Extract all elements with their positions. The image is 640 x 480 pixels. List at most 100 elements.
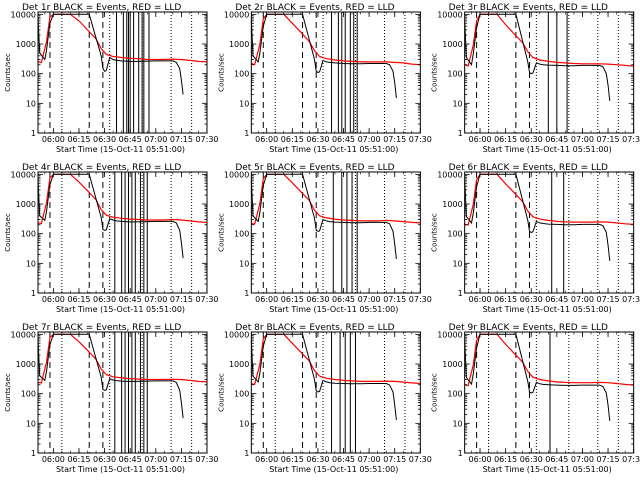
y-tick-label: 1 [458,129,463,138]
x-tick-label: 07:00 [571,135,594,144]
lld-series-line [464,333,634,387]
y-tick-label: 10000 [437,330,462,339]
y-tick-label: 10 [239,259,249,268]
events-series-line [38,333,184,419]
y-axis-label: Counts/sec [431,213,439,252]
panel-title: Det 4r BLACK = Events, RED = LLD [22,163,181,173]
y-tick-label: 1000 [16,200,36,209]
detector-panel: Det 4r BLACK = Events, RED = LLD 1 10 100 10… [4,163,219,314]
x-tick-label: 06:30 [520,295,543,304]
y-tick-label: 10 [452,259,462,268]
events-series-line [251,13,397,99]
x-tick-label: 07:30 [622,295,640,304]
events-series-line [251,333,397,421]
x-tick-label: 06:15 [67,455,90,464]
y-tick-label: 1000 [16,360,36,369]
x-tick-label: 07:30 [195,135,218,144]
y-tick-label: 100 [21,230,36,239]
lld-series-line [38,13,207,64]
x-tick-label: 06:30 [93,295,116,304]
events-series-line [464,173,611,262]
y-axis-label: Counts/sec [4,373,12,412]
x-tick-label: 06:00 [468,135,491,144]
x-tick-label: 06:30 [306,455,329,464]
events-series-line [464,13,611,102]
x-tick-label: 06:00 [255,295,278,304]
x-tick-label: 07:30 [195,295,218,304]
plot-frame [37,171,208,294]
panel-plot-area [38,12,207,133]
x-tick-label: 06:45 [332,295,355,304]
x-tick-label: 07:15 [170,295,193,304]
detector-panel: Det 1r BLACK = Events, RED = LLD 1 10 100 10… [4,3,219,154]
x-tick-label: 07:00 [144,455,167,464]
x-axis-label: Start Time (15-Oct-11 05:51:00) [483,145,612,154]
plot-frame [37,331,208,454]
y-tick-label: 10 [26,419,36,428]
y-tick-label: 1 [31,129,36,138]
events-series-line [38,173,184,259]
x-tick-label: 07:00 [144,135,167,144]
y-tick-label: 100 [447,390,462,399]
plot-frame [464,331,635,454]
plot-frame [250,331,421,454]
y-axis-label: Counts/sec [217,213,225,252]
detector-panel: Det 2r BLACK = Events, RED = LLD 1 10 100 10… [217,3,432,154]
events-series-line [464,333,611,422]
x-tick-label: 06:15 [281,455,304,464]
x-tick-label: 06:00 [468,295,491,304]
x-tick-label: 07:15 [170,455,193,464]
x-tick-label: 07:30 [622,455,640,464]
lld-series-line [464,13,634,67]
panel-title: Det 7r BLACK = Events, RED = LLD [22,323,181,333]
panel-plot-area [38,332,207,453]
x-tick-label: 07:15 [170,135,193,144]
x-tick-label: 06:15 [67,295,90,304]
x-tick-label: 06:45 [545,295,568,304]
detector-panel: Det 3r BLACK = Events, RED = LLD 1 10 100 10… [431,3,640,154]
y-tick-label: 1000 [229,200,249,209]
x-axis-label: Start Time (15-Oct-11 05:51:00) [483,465,612,474]
y-axis-label: Counts/sec [217,373,225,412]
x-tick-label: 06:45 [545,135,568,144]
y-tick-label: 10000 [224,170,249,179]
x-tick-label: 07:15 [383,455,406,464]
panel-plot-area [38,172,207,293]
x-tick-label: 06:30 [520,135,543,144]
panel-plot-area [464,12,634,133]
x-tick-label: 06:15 [494,135,517,144]
x-tick-label: 06:15 [494,295,517,304]
x-axis-label: Start Time (15-Oct-11 05:51:00) [56,305,185,314]
y-tick-label: 10 [239,99,249,108]
x-axis-label: Start Time (15-Oct-11 05:51:00) [56,465,185,474]
plot-frame [250,171,421,294]
y-tick-label: 1000 [442,40,462,49]
x-tick-label: 06:45 [545,455,568,464]
x-tick-label: 07:30 [409,455,432,464]
x-tick-label: 06:30 [306,135,329,144]
y-tick-label: 1 [244,449,249,458]
x-tick-label: 07:15 [383,135,406,144]
x-tick-label: 06:30 [93,135,116,144]
y-tick-label: 10 [26,99,36,108]
y-tick-label: 100 [234,70,249,79]
panel-plot-area [464,172,634,293]
y-tick-label: 10000 [224,10,249,19]
y-tick-label: 100 [234,390,249,399]
y-tick-label: 1000 [442,360,462,369]
events-series-line [251,173,397,260]
panel-plot-area [251,12,421,133]
x-axis-label: Start Time (15-Oct-11 05:51:00) [269,145,398,154]
detector-panel: Det 7r BLACK = Events, RED = LLD 1 10 100 10… [4,323,219,474]
panel-title: Det 6r BLACK = Events, RED = LLD [449,163,608,173]
x-axis-label: Start Time (15-Oct-11 05:51:00) [269,305,398,314]
x-tick-label: 07:30 [195,455,218,464]
x-tick-label: 07:15 [597,135,620,144]
panel-plot-area [251,332,421,453]
lld-series-line [251,173,421,225]
x-tick-label: 06:00 [255,455,278,464]
x-axis-label: Start Time (15-Oct-11 05:51:00) [56,145,185,154]
y-tick-label: 10 [452,99,462,108]
x-tick-label: 06:45 [119,295,142,304]
